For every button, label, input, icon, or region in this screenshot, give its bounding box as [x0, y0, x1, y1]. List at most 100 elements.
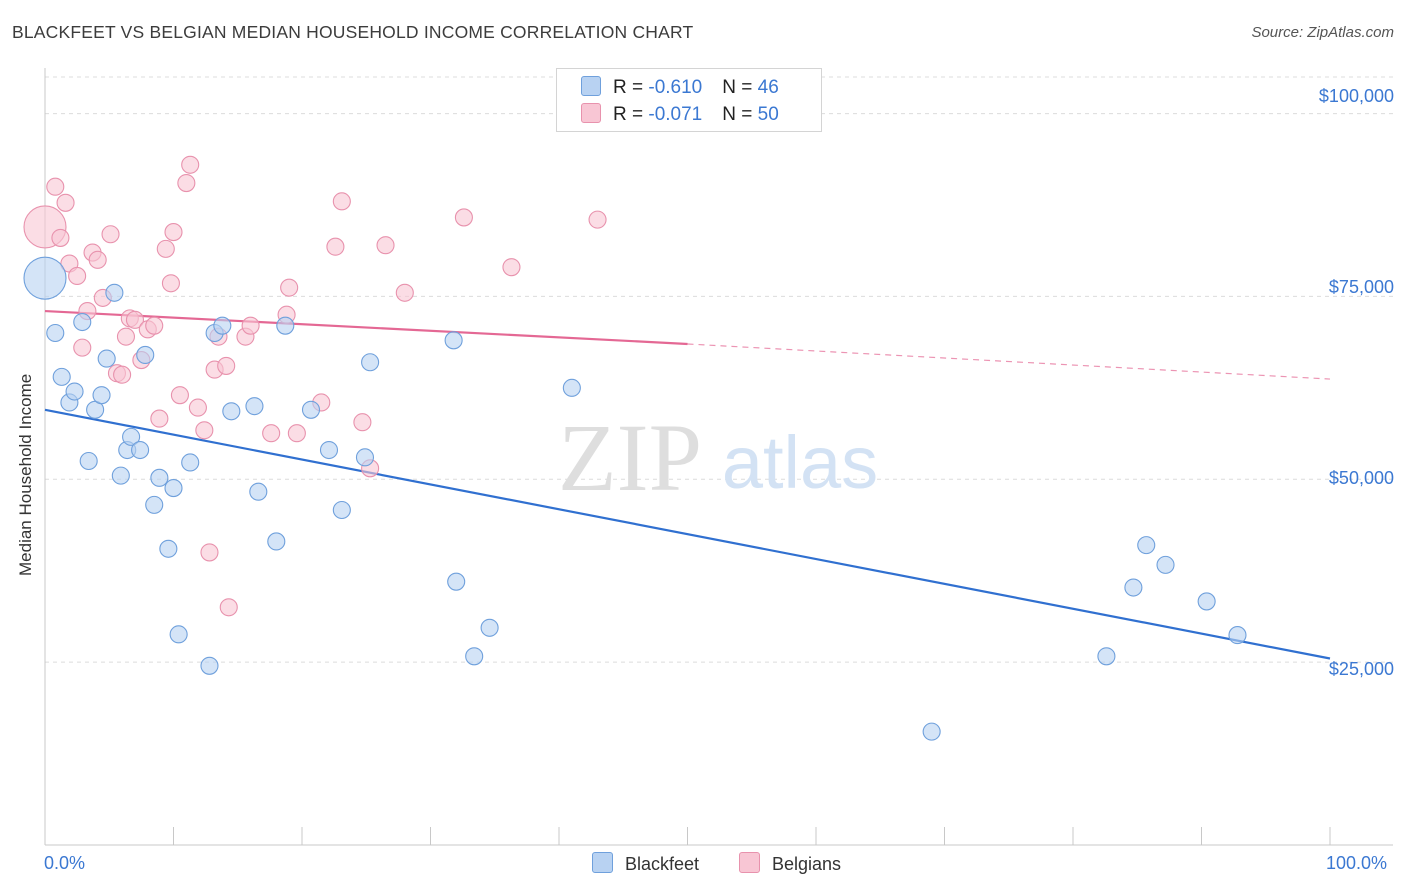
blackfeet-point — [444, 331, 463, 350]
belgians-point — [454, 208, 473, 227]
blackfeet-point — [159, 539, 178, 558]
watermark-zip: ZIP — [558, 404, 702, 511]
watermark-atlas: atlas — [722, 421, 878, 504]
belgians-point — [177, 174, 196, 193]
legend-row-blackfeet: R = -0.610 N = 46 — [581, 76, 779, 100]
blackfeet-point — [164, 479, 183, 498]
y-axis-label: Median Household Income — [16, 373, 35, 576]
belgians-swatch — [581, 103, 601, 123]
belgians-point — [88, 250, 107, 269]
blackfeet-point — [23, 256, 67, 300]
belgians-r-value: -0.071 — [648, 104, 703, 125]
blackfeet-point — [332, 500, 351, 520]
belgians-point — [200, 543, 219, 562]
y-tick-label: $75,000 — [1328, 277, 1394, 297]
belgians-n-value: 50 — [757, 104, 779, 125]
belgians-point — [502, 258, 521, 277]
blackfeet-point — [562, 378, 581, 397]
blackfeet-point — [276, 316, 295, 335]
blackfeet-point — [131, 440, 150, 460]
belgians-point — [588, 210, 607, 229]
belgians-point — [145, 316, 164, 335]
blackfeet-point — [480, 618, 499, 637]
blackfeet-point — [97, 349, 116, 368]
blackfeet-point — [122, 427, 141, 446]
gridlines — [45, 76, 1393, 663]
bottom-legend-blackfeet: Blackfeet — [592, 852, 699, 875]
blackfeet-point — [169, 625, 188, 644]
blackfeet-point — [150, 468, 169, 487]
belgians-point — [195, 421, 214, 440]
blackfeet-point — [1137, 536, 1156, 555]
blackfeet-point — [79, 451, 98, 471]
belgians-swatch — [739, 852, 760, 873]
blackfeet-point — [111, 466, 130, 485]
blackfeet-point — [361, 353, 380, 372]
belgians-point — [125, 310, 144, 329]
belgians-point — [156, 239, 175, 258]
bottom-legend-belgians: Belgians — [739, 852, 841, 875]
blackfeet-point — [52, 367, 71, 386]
blackfeet-point — [92, 386, 111, 405]
x-tick-label-min: 0.0% — [44, 853, 86, 873]
blackfeet-point — [1124, 578, 1143, 597]
belgians-point — [56, 193, 75, 212]
belgians-point — [287, 424, 306, 443]
data-points — [23, 155, 1247, 741]
blackfeet-point — [222, 402, 241, 421]
belgians-point — [46, 177, 65, 196]
belgians-point — [150, 409, 169, 428]
blackfeet-swatch — [581, 76, 601, 96]
blackfeet-point — [145, 495, 164, 514]
blackfeet-point — [249, 482, 268, 501]
belgians-point — [181, 155, 200, 174]
blackfeet-point — [105, 283, 124, 302]
axes — [44, 68, 1393, 846]
source-label: Source: ZipAtlas.com — [1251, 24, 1394, 41]
blackfeet-point — [181, 453, 200, 472]
belgians-point — [68, 266, 87, 285]
y-tick-label: $25,000 — [1328, 659, 1394, 679]
belgians-point — [113, 365, 132, 384]
blackfeet-point — [136, 345, 155, 364]
belgians-trend-line — [44, 309, 688, 346]
belgians-point — [332, 192, 351, 211]
legend-row-belgians: R = -0.071 N = 50 — [581, 103, 779, 127]
blackfeet-point — [73, 312, 92, 332]
belgians-point — [241, 316, 260, 335]
blackfeet-point — [213, 316, 232, 335]
blackfeet-point — [267, 532, 286, 551]
watermark: ZIP atlas — [558, 404, 878, 511]
blackfeet-point — [245, 397, 264, 416]
blackfeet-point — [1097, 647, 1116, 666]
blackfeet-point — [301, 400, 321, 419]
correlation-legend: R = -0.610 N = 46 R = -0.071 N = 50 — [556, 68, 822, 132]
belgians-point — [51, 228, 70, 247]
belgians-point — [280, 278, 299, 297]
belgians-point — [101, 225, 120, 244]
y-tick-label: $100,000 — [1318, 86, 1394, 106]
blackfeet-point — [465, 647, 484, 666]
blackfeet-point — [447, 572, 466, 591]
blackfeet-point — [922, 722, 941, 741]
belgians-point — [217, 356, 236, 375]
blackfeet-point — [1156, 555, 1175, 574]
blackfeet-trend-line — [44, 408, 1331, 660]
trend-lines — [44, 309, 1331, 660]
belgians-point — [376, 236, 395, 255]
belgians-point — [161, 274, 180, 293]
blackfeet-point — [1228, 626, 1247, 645]
belgians-point — [116, 327, 136, 346]
belgians-point — [262, 424, 281, 443]
blackfeet-swatch — [592, 852, 613, 873]
blackfeet-point — [65, 382, 84, 401]
belgians-trend-extension — [687, 343, 1331, 380]
chart-title: BLACKFEET VS BELGIAN MEDIAN HOUSEHOLD IN… — [12, 22, 694, 42]
belgians-point — [353, 413, 372, 432]
blackfeet-point — [355, 448, 375, 467]
x-tick-label-max: 100.0% — [1326, 853, 1388, 873]
belgians-point — [170, 386, 189, 405]
blackfeet-n-value: 46 — [757, 77, 779, 98]
belgians-point — [73, 338, 92, 357]
